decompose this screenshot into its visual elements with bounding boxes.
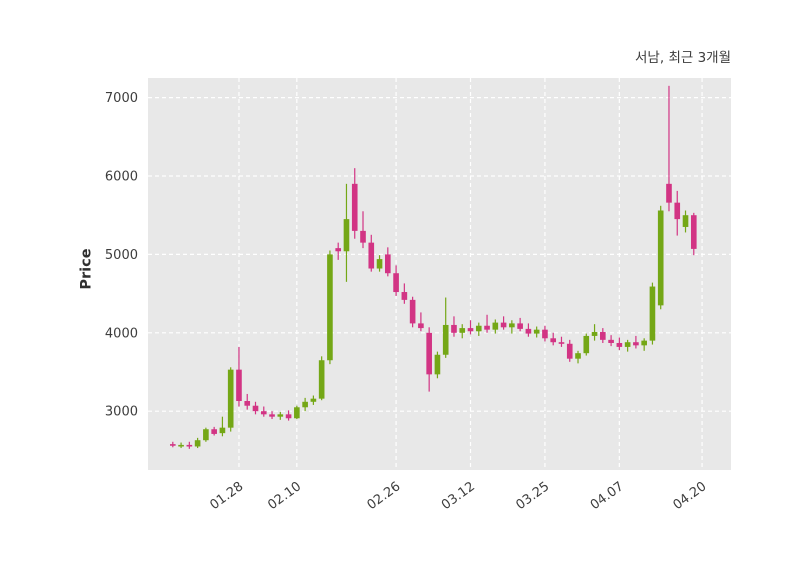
y-tick-label: 4000 bbox=[105, 326, 138, 341]
candle-body-down bbox=[550, 338, 557, 343]
candle-body-down bbox=[426, 332, 432, 375]
candle-body-down bbox=[211, 429, 217, 434]
y-tick-label: 6000 bbox=[105, 170, 138, 185]
candle-body-down bbox=[169, 444, 176, 446]
x-tick-label: 04.07 bbox=[588, 479, 627, 513]
candle-body-down bbox=[467, 328, 474, 332]
candle-body-down bbox=[616, 342, 623, 347]
candle-body-up bbox=[459, 328, 466, 333]
candle-body-up bbox=[318, 360, 325, 399]
candle-body-up bbox=[343, 219, 350, 252]
candle-body-down bbox=[401, 292, 408, 300]
y-tick-label: 3000 bbox=[105, 405, 138, 420]
candle-body-down bbox=[335, 248, 342, 252]
candle-body-down bbox=[252, 405, 259, 412]
candle-body-down bbox=[542, 329, 548, 339]
candle-body-up bbox=[442, 324, 449, 355]
candle-body-up bbox=[533, 329, 540, 334]
candle-body-up bbox=[376, 259, 383, 269]
candle-body-down bbox=[409, 299, 416, 324]
candle-body-down bbox=[500, 322, 507, 328]
candle-body-up bbox=[310, 398, 317, 402]
y-tick-label: 5000 bbox=[105, 248, 138, 263]
candle-body-down bbox=[451, 324, 457, 333]
x-tick-label: 01.28 bbox=[207, 479, 246, 513]
candle-body-up bbox=[657, 210, 664, 306]
candle-body-up bbox=[178, 444, 184, 447]
candle-body-up bbox=[649, 286, 656, 341]
candle-body-down bbox=[244, 401, 251, 406]
candle-body-up bbox=[591, 332, 598, 336]
candle-body-up bbox=[475, 325, 482, 332]
x-tick-label: 02.10 bbox=[265, 479, 304, 513]
candle-body-down bbox=[368, 242, 375, 269]
candle-body-down bbox=[285, 414, 292, 419]
candle-body-down bbox=[484, 325, 490, 330]
x-tick-label: 03.25 bbox=[513, 479, 552, 513]
candle-body-down bbox=[351, 183, 358, 231]
candle-body-down bbox=[690, 215, 697, 249]
candle-body-up bbox=[641, 340, 647, 346]
candle-body-down bbox=[608, 339, 614, 343]
candle-body-up bbox=[575, 353, 581, 359]
candle-body-down bbox=[269, 414, 275, 417]
candle-body-down bbox=[674, 202, 681, 220]
chart-title: 서남, 최근 3개월 bbox=[635, 50, 731, 66]
candle-body-up bbox=[624, 342, 631, 347]
candle-body-down bbox=[666, 183, 672, 203]
candle-body-down bbox=[385, 254, 391, 274]
candle-body-up bbox=[509, 323, 515, 328]
candle-body-down bbox=[236, 369, 242, 402]
candle-body-up bbox=[227, 369, 234, 428]
candle-body-down bbox=[566, 343, 573, 359]
candle-body-up bbox=[194, 440, 201, 447]
candle-body-up bbox=[219, 427, 226, 434]
x-tick-label: 03.12 bbox=[439, 479, 478, 513]
candle-body-down bbox=[558, 342, 565, 344]
x-tick-label: 04.20 bbox=[670, 479, 709, 513]
candle-body-up bbox=[492, 322, 499, 330]
candle-body-down bbox=[517, 323, 523, 329]
candle-body-down bbox=[525, 328, 532, 334]
candle-body-up bbox=[682, 215, 689, 227]
candle-body-up bbox=[302, 401, 308, 408]
candle-body-down bbox=[186, 444, 193, 447]
candle-body-down bbox=[393, 273, 399, 293]
candle-body-down bbox=[260, 411, 267, 415]
candle-body-up bbox=[434, 354, 441, 375]
candle-body-down bbox=[418, 323, 424, 329]
candle-body-down bbox=[633, 342, 639, 346]
candle-body-up bbox=[203, 429, 209, 441]
y-tick-label: 7000 bbox=[105, 91, 138, 106]
candle-body-up bbox=[327, 254, 333, 361]
candle-body-up bbox=[277, 414, 284, 417]
candle-body-up bbox=[294, 407, 300, 419]
y-axis-label: Price bbox=[78, 248, 95, 290]
candle-body-down bbox=[600, 332, 606, 340]
x-tick-label: 02.26 bbox=[365, 479, 404, 513]
candle-body-up bbox=[583, 335, 590, 354]
candle-body-down bbox=[360, 230, 366, 243]
